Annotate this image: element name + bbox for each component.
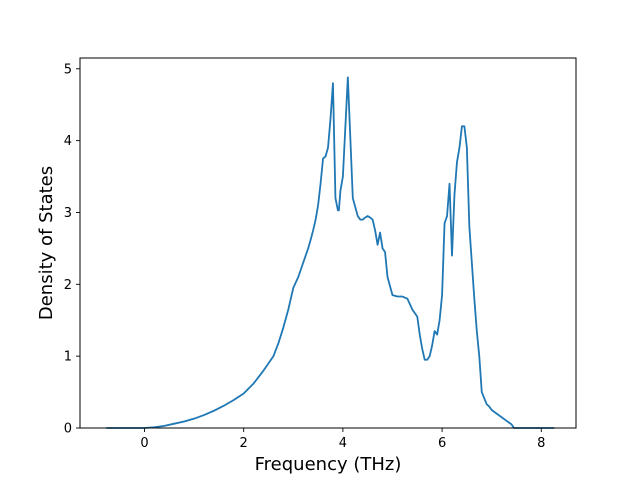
x-tick-label: 8: [537, 436, 545, 451]
x-axis-label: Frequency (THz): [255, 454, 402, 475]
plot-frame: [79, 57, 577, 429]
y-tick-label: 0: [64, 422, 72, 437]
y-tick-label: 3: [64, 206, 72, 221]
ticks-layer: 0 2 4 6 8 0 1 2 3 4 5: [64, 62, 546, 451]
series-line: [105, 76, 555, 429]
y-axis-label: Density of States: [36, 166, 57, 320]
y-tick-label: 2: [64, 278, 72, 293]
x-tick-label: 0: [140, 436, 148, 451]
y-tick-label: 1: [64, 350, 72, 365]
y-tick-label: 4: [64, 134, 72, 149]
plot-area: [80, 58, 576, 428]
x-tick-label: 2: [240, 436, 248, 451]
y-tick-label: 5: [64, 62, 72, 77]
x-tick-label: 6: [438, 436, 446, 451]
x-tick-label: 4: [339, 436, 347, 451]
